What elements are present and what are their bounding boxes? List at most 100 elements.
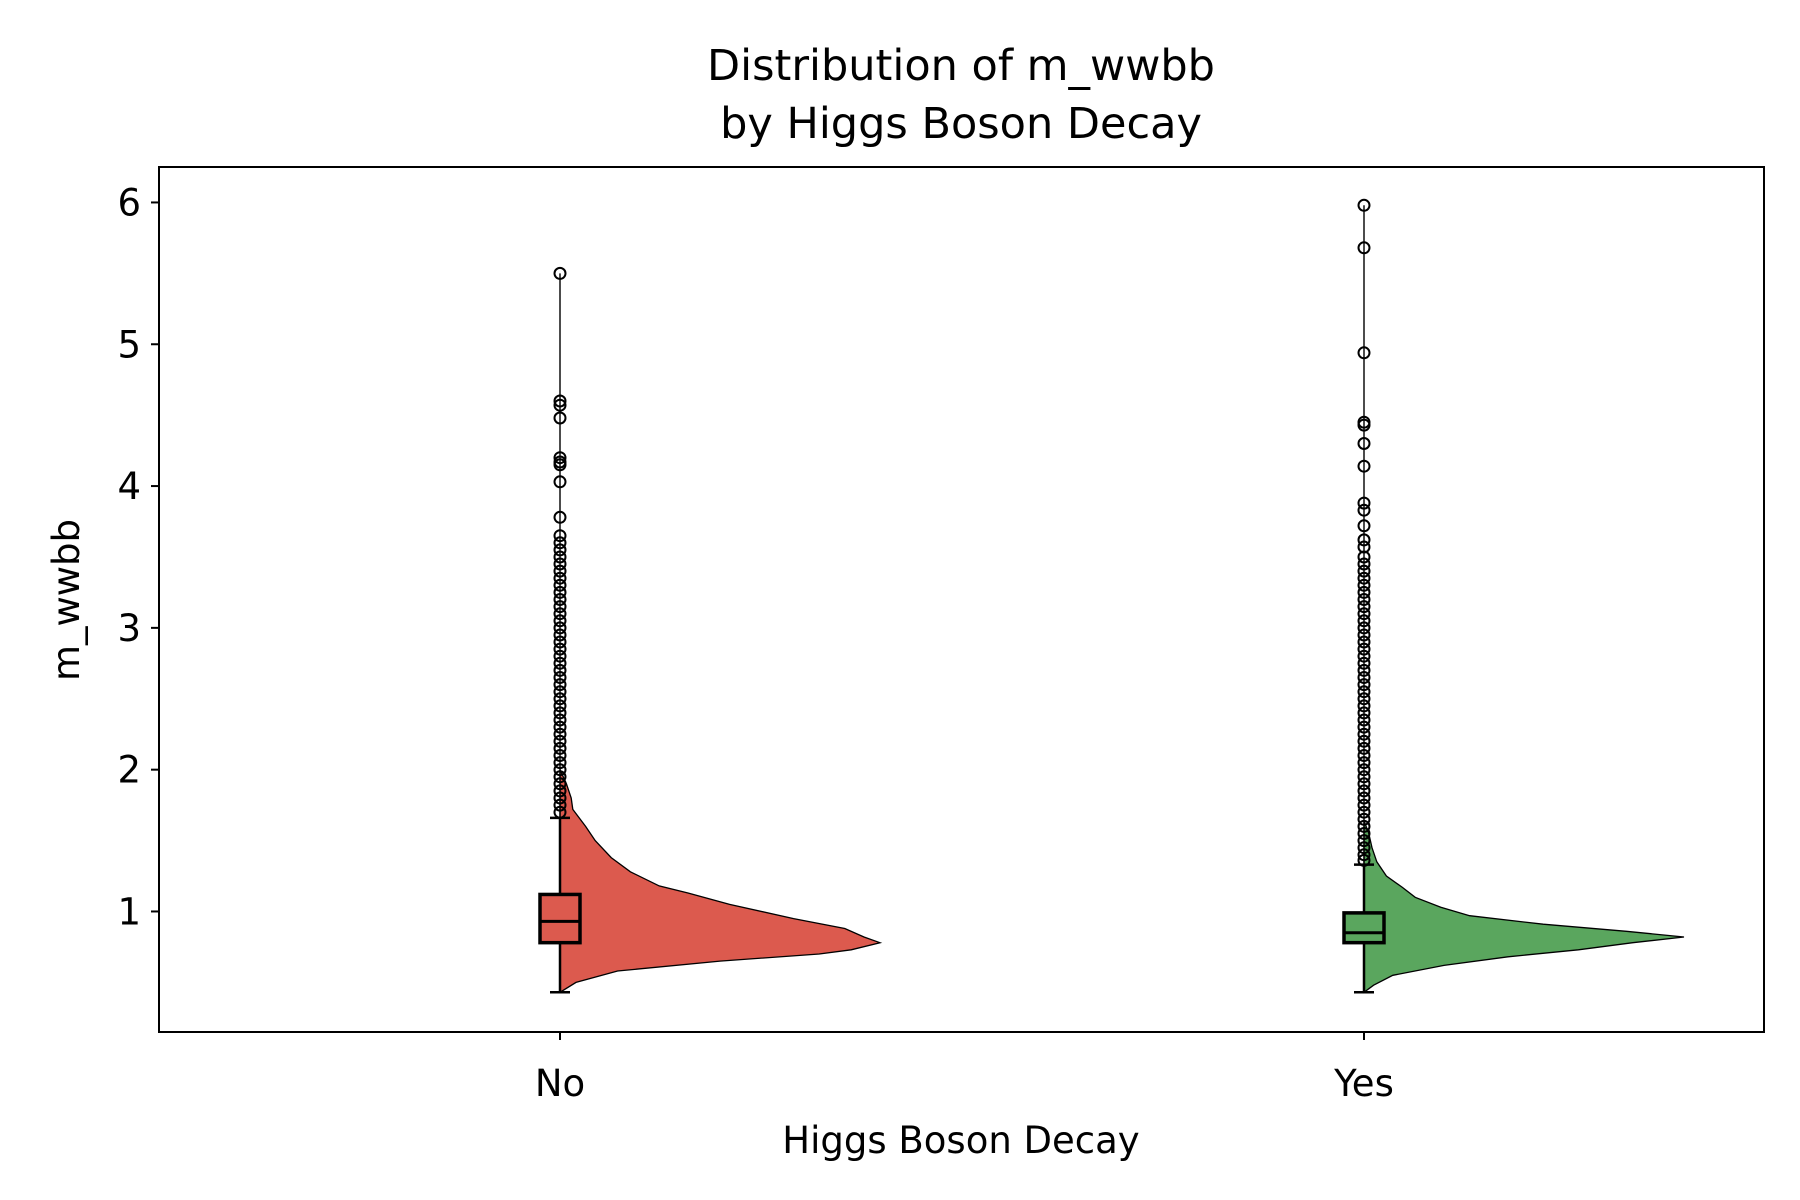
outlier-point-yes-0: [1357, 198, 1371, 212]
outlier-point-no-27: [553, 656, 567, 670]
outlier-point-no-3: [553, 411, 567, 425]
outlier-point-no-13: [553, 557, 567, 571]
outlier-point-no-39: [553, 741, 567, 755]
outlier-point-yes-43: [1357, 770, 1371, 784]
x-axis-label: Higgs Boson Decay: [782, 1119, 1139, 1162]
outlier-point-yes-15: [1357, 571, 1371, 585]
outlier-point-no-46: [553, 791, 567, 805]
outlier-point-yes-48: [1357, 805, 1371, 819]
outlier-point-no-24: [553, 635, 567, 649]
outlier-point-yes-32: [1357, 692, 1371, 706]
box-yes: [1342, 911, 1386, 945]
x-axis: No Yes: [535, 1032, 1394, 1105]
outlier-point-no-37: [553, 727, 567, 741]
outlier-point-no-40: [553, 749, 567, 762]
outlier-point-no-28: [553, 663, 567, 677]
outlier-point-no-26: [553, 649, 567, 663]
plot-frame: [158, 166, 1765, 1033]
y-axis: 1 2 3 4 5 6: [117, 181, 159, 933]
outlier-point-yes-49: [1357, 812, 1371, 826]
outlier-point-no-44: [553, 777, 567, 791]
outlier-point-yes-19: [1357, 600, 1371, 614]
outlier-point-no-16: [553, 578, 567, 592]
outlier-point-yes-30: [1357, 678, 1371, 692]
outlier-point-no-47: [553, 798, 567, 812]
outlier-point-no-20: [553, 607, 567, 621]
box-no: [538, 892, 582, 945]
outlier-point-no-31: [553, 685, 567, 699]
outlier-point-yes-42: [1357, 763, 1371, 777]
outlier-point-yes-14: [1357, 564, 1371, 578]
outlier-point-no-36: [553, 720, 567, 734]
y-tick-label-2: 2: [117, 749, 141, 792]
outlier-point-yes-20: [1357, 607, 1371, 621]
outlier-point-no-38: [553, 734, 567, 748]
outlier-point-no-10: [553, 536, 567, 550]
outlier-point-no-9: [553, 529, 567, 543]
outlier-point-yes-1: [1357, 241, 1371, 255]
outlier-point-yes-29: [1357, 671, 1371, 684]
outlier-point-yes-35: [1357, 713, 1371, 727]
outlier-point-yes-38: [1357, 734, 1371, 748]
outlier-point-yes-13: [1357, 557, 1371, 571]
outlier-point-no-2: [553, 398, 567, 412]
chart-title-line1: Distribution of m_wwbb: [707, 41, 1215, 91]
outlier-point-yes-25: [1357, 642, 1371, 656]
y-axis-label: m_wwbb: [45, 519, 88, 681]
outlier-point-yes-18: [1357, 593, 1371, 606]
outlier-point-no-17: [553, 585, 567, 599]
y-tick-label-3: 3: [117, 607, 141, 650]
outlier-point-no-1: [553, 394, 567, 408]
outlier-point-yes-37: [1357, 727, 1371, 741]
outlier-point-no-45: [553, 784, 567, 798]
outlier-point-yes-28: [1357, 663, 1371, 677]
outlier-point-yes-44: [1357, 777, 1371, 791]
outlier-point-no-0: [553, 266, 567, 280]
outlier-point-yes-4: [1357, 418, 1371, 432]
outlier-point-yes-46: [1357, 791, 1371, 805]
outlier-point-no-4: [553, 451, 567, 465]
outlier-point-no-14: [553, 564, 567, 578]
outlier-point-yes-10: [1357, 533, 1371, 547]
outlier-point-yes-9: [1357, 519, 1371, 533]
outlier-point-yes-24: [1357, 635, 1371, 649]
y-tick-label-4: 4: [117, 465, 141, 508]
outlier-point-yes-23: [1357, 628, 1371, 642]
outlier-point-yes-55: [1357, 853, 1371, 867]
outlier-point-no-15: [553, 571, 567, 585]
outlier-point-yes-17: [1357, 585, 1371, 599]
outlier-point-no-42: [553, 763, 567, 777]
outlier-point-yes-40: [1357, 749, 1371, 762]
outlier-point-yes-12: [1357, 550, 1371, 564]
y-tick-label-1: 1: [117, 890, 141, 933]
outlier-point-yes-52: [1357, 834, 1371, 848]
outlier-point-yes-7: [1357, 496, 1371, 510]
violin-half-yes: [1363, 820, 1685, 994]
outlier-point-yes-6: [1357, 459, 1371, 473]
outlier-point-no-30: [553, 678, 567, 692]
outlier-point-yes-8: [1357, 503, 1371, 517]
outlier-point-yes-34: [1357, 706, 1371, 720]
outlier-point-yes-39: [1357, 741, 1371, 755]
outlier-point-yes-21: [1357, 614, 1371, 628]
outlier-point-yes-45: [1357, 784, 1371, 798]
outlier-point-yes-54: [1357, 848, 1371, 862]
outlier-point-yes-53: [1357, 841, 1371, 855]
outlier-point-yes-5: [1357, 437, 1371, 450]
outlier-point-no-41: [553, 756, 567, 770]
plot-area: [538, 198, 1685, 994]
x-tick-label-yes: Yes: [1333, 1062, 1394, 1105]
outlier-point-no-19: [553, 600, 567, 614]
outlier-point-yes-2: [1357, 346, 1371, 360]
outlier-point-no-7: [553, 475, 567, 489]
outlier-point-yes-36: [1357, 720, 1371, 734]
outlier-point-no-43: [553, 770, 567, 784]
outlier-point-no-32: [553, 692, 567, 706]
outlier-point-yes-27: [1357, 656, 1371, 670]
outlier-point-no-6: [553, 458, 567, 472]
y-tick-label-6: 6: [117, 181, 141, 224]
violin-half-no: [559, 769, 883, 994]
y-tick-label-5: 5: [117, 323, 141, 366]
outlier-point-yes-41: [1357, 756, 1371, 770]
